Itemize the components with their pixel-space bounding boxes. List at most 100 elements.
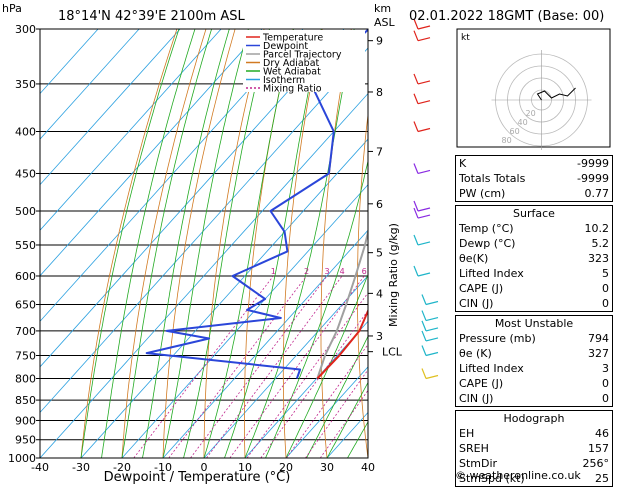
wind-barb-flag [421,368,427,379]
mixing-ratio-label: 1 [271,267,276,276]
wind-barb [417,207,431,212]
surface-stat-row: CIN (J) 0 [456,296,612,311]
dry-adiabat-line [427,29,450,458]
wet-adiabat-line [183,29,270,458]
height-tick-label: 3 [376,330,383,343]
mixing-ratio-label: 6 [362,267,367,276]
pressure-tick-label: 550 [15,239,36,252]
hodograph-stat-label: StmSpd (kt) [459,472,525,485]
legend-label: Mixing Ratio [263,84,322,95]
isotherm-line [285,366,368,458]
index-label: Totals Totals [459,172,526,185]
mixing-ratio-line [246,292,368,458]
pressure-tick-label: 950 [15,434,36,447]
dewpoint-line [145,29,368,379]
most-unstable-stat-value: 327 [588,347,609,360]
indices-panel: K -9999 Totals Totals -9999 PW (cm) 0.77 Surf… [455,155,613,490]
legend-label: Temperature [262,33,323,44]
mixing-ratio-line [168,275,307,458]
wind-barb [417,37,431,42]
wind-barb-flag [421,310,427,321]
wind-barb-flag [421,330,427,342]
surface-stat-value: 0 [602,297,609,310]
wind-barb-flag [413,163,419,174]
wind-barb-flag [413,234,419,246]
wind-barb [425,327,439,332]
pressure-tick-label: 850 [15,394,36,407]
hodograph-trace [536,87,576,101]
surface-stat-row: CAPE (J) 0 [456,281,612,296]
most-unstable-stat-value: 0 [602,377,609,390]
wind-barb [425,374,439,380]
hodograph-stat-value: 25 [595,472,609,485]
height-tick-label: 9 [376,35,383,48]
x-axis-title: Dewpoint / Temperature (°C) [104,470,291,485]
hodograph-frame [456,28,611,148]
index-value: -9999 [577,172,609,185]
surface-stat-value: 10.2 [584,222,610,235]
mixing-ratio-label: 4 [340,267,345,276]
wind-barb-flag [413,265,419,277]
most-unstable-stat-value: 0 [602,392,609,405]
temperature-tick-label: 20 [279,461,293,474]
surface-stat-row: Temp (°C) 10.2 [456,221,612,236]
most-unstable-stat-label: CAPE (J) [459,377,504,390]
index-label: PW (cm) [459,187,506,200]
temperature-tick-label: 0 [201,461,208,474]
axes: 3003504004505005506006507007508008509009… [8,23,403,474]
hodograph-stat-row: EH 46 [456,426,612,441]
surface-stat-label: Lifted Index [459,267,524,280]
isotherm-line [40,29,140,140]
wind-barbs [413,18,439,380]
surface-stat-label: θe(K) [459,252,489,265]
height-tick-label: 4 [376,287,383,300]
legend-label: Dry Adiabat [263,58,320,69]
wind-barb-flag [421,294,427,305]
height-tick-label: 7 [376,145,383,158]
isotherm-line [162,229,368,458]
dry-adiabat-line [613,29,629,458]
temperature-tick-label: -10 [154,461,172,474]
temperature-tick-label: 40 [361,461,375,474]
most-unstable-stat-label: Pressure (mb) [459,332,536,345]
wet-adiabat-line [80,29,180,458]
surface-stat-value: 5 [602,267,609,280]
height-tick-label: 8 [376,86,383,99]
mixing-ratio-line [229,275,365,458]
surface-stat-value: 323 [588,252,609,265]
index-row: PW (cm) 0.77 [456,186,612,201]
mixing-ratio-label: 2 [304,267,309,276]
surface-box: Surface Temp (°C) 10.2 Dewp (°C) 5.2 θe(K) 32… [455,205,613,312]
most-unstable-stat-value: 794 [588,332,609,345]
copyright-text: © weatheronline.co.uk [455,469,581,482]
surface-stat-row: θe(K) 323 [456,251,612,266]
height-tick-label: 5 [376,247,383,260]
wind-barb-flag [413,93,419,104]
legend-label: Wet Adiabat [263,67,321,78]
hodograph-stat-value: 157 [588,442,609,455]
isotherm-line [203,275,368,458]
wind-barb-flag [413,30,419,41]
wet-adiabat-line [265,159,368,458]
mixing-ratio-line [206,275,343,458]
surface-stat-value: 5.2 [591,237,610,250]
wind-barb [417,25,431,30]
hodograph-stat-row: SREH 157 [456,441,612,456]
wind-barb [425,300,439,306]
asl-label: ASL [374,16,396,29]
mixing-ratio-label: 3 [324,267,329,276]
isotherm-line [80,138,368,458]
most-unstable-stat-row: Pressure (mb) 794 [456,331,612,346]
temperature-tick-label: -20 [113,461,131,474]
index-label: K [459,157,467,170]
most-unstable-stat-value: 3 [602,362,609,375]
wet-adiabat-line [101,29,196,458]
wind-barb-flag [413,207,419,219]
isotherm-line [121,184,368,458]
most-unstable-stat-row: CIN (J) 0 [456,391,612,406]
hodograph-stats-title: Hodograph [503,412,565,425]
most-unstable-stat-label: CIN (J) [459,392,494,405]
mixing-ratio-label: 25 [444,267,454,276]
